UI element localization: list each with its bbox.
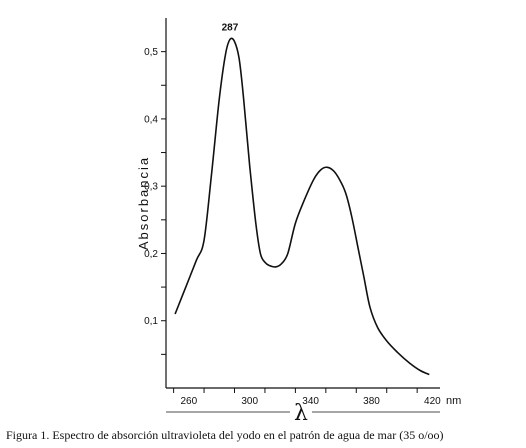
x-tick-label: 380 bbox=[363, 396, 380, 407]
y-tick-label: 0,3 bbox=[144, 182, 158, 193]
peak-label: 287 bbox=[222, 23, 239, 34]
x-tick-label: 340 bbox=[302, 396, 319, 407]
x-ticks: 260 300 340 380 420 bbox=[173, 388, 441, 407]
y-axis-title: Absorbancia bbox=[136, 156, 151, 250]
y-ticks: 0,1 0,2 0,3 0,4 0,5 bbox=[144, 47, 166, 355]
x-tick-label: 300 bbox=[241, 396, 258, 407]
y-tick-label: 0,2 bbox=[144, 249, 158, 260]
x-tick-label: 420 bbox=[424, 396, 441, 407]
y-tick-label: 0,1 bbox=[144, 316, 158, 327]
lambda-axis-symbol: λ bbox=[166, 401, 440, 426]
x-axis-unit: nm bbox=[446, 395, 461, 407]
x-axis-title: λ bbox=[294, 401, 308, 426]
x-tick-label: 260 bbox=[180, 396, 197, 407]
y-tick-label: 0,4 bbox=[144, 114, 158, 125]
absorbance-curve bbox=[174, 37, 430, 376]
figure-caption: Figura 1. Espectro de absorción ultravio… bbox=[6, 428, 444, 442]
y-tick-label: 0,5 bbox=[144, 47, 158, 58]
